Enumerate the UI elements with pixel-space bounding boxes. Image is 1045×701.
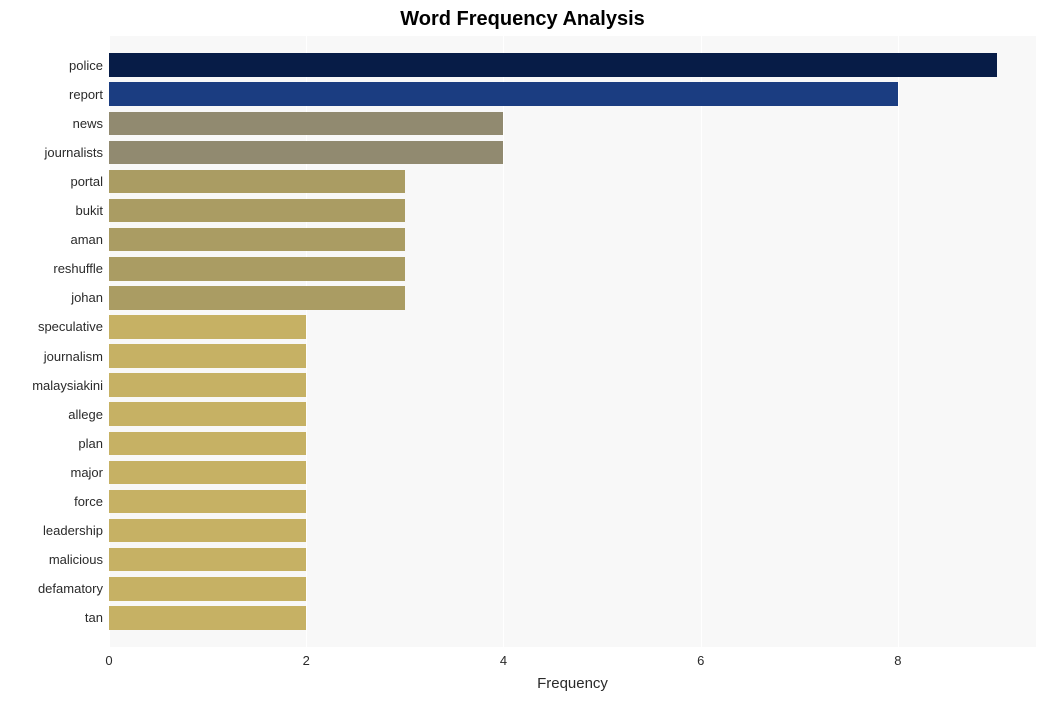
y-tick-label: report xyxy=(69,87,103,102)
bar-row xyxy=(109,228,1036,252)
bar-row xyxy=(109,461,1036,485)
y-tick-label: bukit xyxy=(76,203,103,218)
x-tick-label: 6 xyxy=(697,653,704,668)
bar-row xyxy=(109,53,1036,77)
bar xyxy=(109,344,306,368)
y-tick-label: major xyxy=(70,465,103,480)
y-tick-label: aman xyxy=(70,232,103,247)
bar-row xyxy=(109,141,1036,165)
x-tick-label: 4 xyxy=(500,653,507,668)
bar xyxy=(109,490,306,514)
bar-row xyxy=(109,286,1036,310)
bar-row xyxy=(109,170,1036,194)
x-axis-label: Frequency xyxy=(109,675,1036,692)
bar-row xyxy=(109,519,1036,543)
bar-row xyxy=(109,257,1036,281)
bar xyxy=(109,141,503,165)
bar xyxy=(109,432,306,456)
chart-title: Word Frequency Analysis xyxy=(0,8,1045,31)
bar-row xyxy=(109,490,1036,514)
bar xyxy=(109,577,306,601)
y-tick-label: tan xyxy=(85,610,103,625)
bar-row xyxy=(109,432,1036,456)
y-tick-label: speculative xyxy=(38,319,103,334)
y-tick-label: journalists xyxy=(44,145,103,160)
bar xyxy=(109,548,306,572)
y-tick-label: plan xyxy=(78,436,103,451)
y-tick-label: reshuffle xyxy=(53,261,103,276)
y-tick-label: journalism xyxy=(44,349,103,364)
y-tick-label: news xyxy=(73,116,103,131)
bar xyxy=(109,606,306,630)
bar-row xyxy=(109,344,1036,368)
y-tick-label: force xyxy=(74,494,103,509)
y-tick-label: johan xyxy=(71,290,103,305)
bar xyxy=(109,112,503,136)
chart-container: Word Frequency Analysis Frequency 0 2 4 6 8 p… xyxy=(0,0,1045,701)
bar-row xyxy=(109,577,1036,601)
bar xyxy=(109,286,405,310)
bar-row xyxy=(109,315,1036,339)
y-tick-label: police xyxy=(69,58,103,73)
bar xyxy=(109,519,306,543)
bar xyxy=(109,402,306,426)
y-tick-label: defamatory xyxy=(38,581,103,596)
bar-row xyxy=(109,548,1036,572)
bar xyxy=(109,461,306,485)
y-tick-label: malicious xyxy=(49,552,103,567)
y-tick-label: portal xyxy=(70,174,103,189)
bar xyxy=(109,228,405,252)
bar xyxy=(109,53,997,77)
x-tick-label: 8 xyxy=(894,653,901,668)
bar-row xyxy=(109,606,1036,630)
y-tick-label: malaysiakini xyxy=(32,378,103,393)
bar xyxy=(109,82,898,106)
bar-row xyxy=(109,112,1036,136)
bar xyxy=(109,315,306,339)
bar-row xyxy=(109,199,1036,223)
x-tick-label: 0 xyxy=(105,653,112,668)
y-tick-label: leadership xyxy=(43,523,103,538)
bar xyxy=(109,170,405,194)
plot-area xyxy=(109,36,1036,647)
bar-row xyxy=(109,373,1036,397)
bar xyxy=(109,373,306,397)
bar-row xyxy=(109,402,1036,426)
bar xyxy=(109,199,405,223)
x-tick-label: 2 xyxy=(303,653,310,668)
bar xyxy=(109,257,405,281)
bar-row xyxy=(109,82,1036,106)
y-tick-label: allege xyxy=(68,407,103,422)
